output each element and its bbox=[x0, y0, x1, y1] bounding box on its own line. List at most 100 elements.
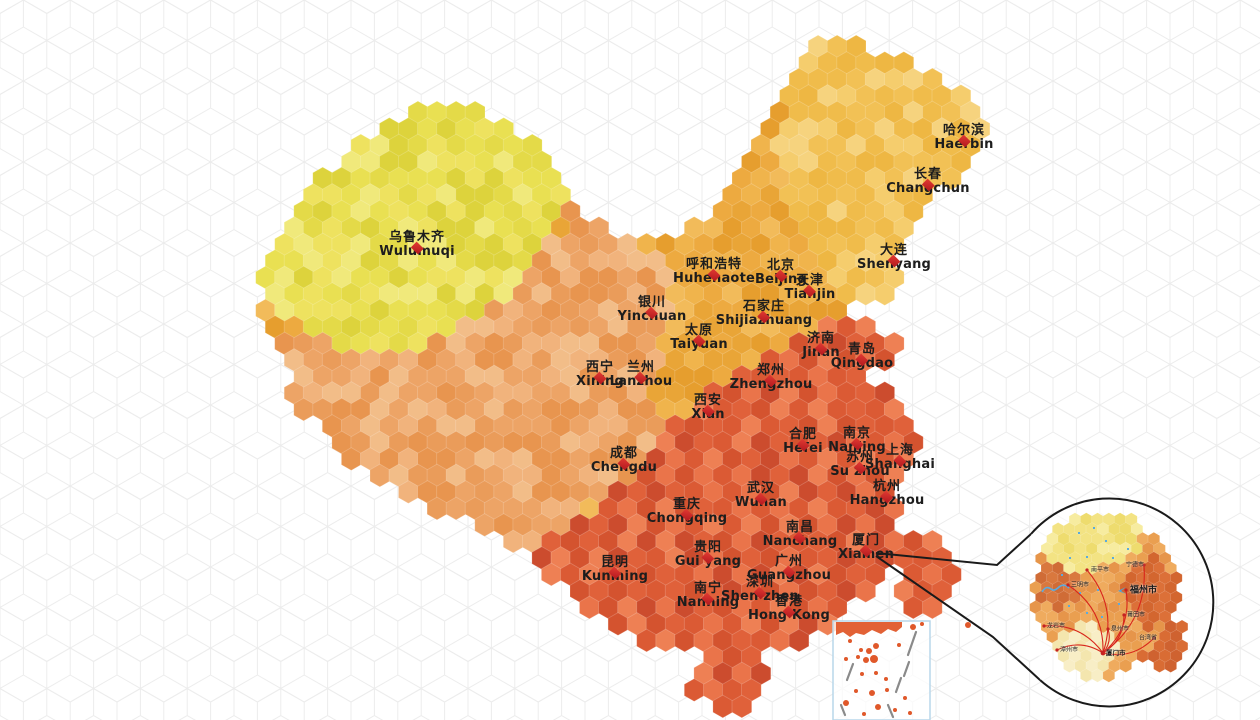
city-label-shenyang: 大连Shenyang bbox=[857, 243, 931, 272]
city-name-cn: 哈尔滨 bbox=[942, 123, 985, 138]
inset-city-label: 龙岩市 bbox=[1047, 622, 1066, 630]
city-label-shijiazhuang: 石家庄Shijiazhuang bbox=[716, 299, 813, 328]
flight-line bbox=[1086, 569, 1109, 654]
city-name-cn: 杭州 bbox=[872, 479, 902, 494]
city-name-cn: 天津 bbox=[795, 273, 825, 288]
city-name-cn: 南昌 bbox=[785, 520, 814, 535]
city-name-cn: 太原 bbox=[684, 323, 714, 338]
water-dot bbox=[1086, 556, 1088, 558]
city-label-tianjin: 天津Tianjin bbox=[785, 273, 836, 302]
city-name-cn: 银川 bbox=[637, 295, 666, 310]
city-name-cn: 南京 bbox=[842, 426, 871, 441]
city-name-cn: 大连 bbox=[879, 243, 909, 258]
city-name-cn: 石家庄 bbox=[742, 299, 786, 314]
city-name-cn: 西安 bbox=[693, 393, 722, 408]
city-name-cn: 贵阳 bbox=[693, 540, 723, 555]
city-name-cn: 长春 bbox=[913, 167, 942, 182]
flight-line bbox=[1102, 614, 1125, 654]
inset-city-label: 漳州市 bbox=[1060, 646, 1079, 654]
city-name-cn: 重庆 bbox=[672, 497, 702, 512]
city-label-lanzhou: 兰州Lanzhou bbox=[610, 360, 673, 389]
city-label-kunming: 昆明Kunming bbox=[582, 555, 648, 584]
water-dot bbox=[1118, 603, 1120, 605]
inset-city-label: 莆田市 bbox=[1127, 611, 1146, 619]
city-label-nanning: 南宁Nanning bbox=[677, 581, 740, 610]
inset-city-dot bbox=[1122, 613, 1126, 617]
city-label-chengdu: 成都Chengdu bbox=[591, 446, 657, 475]
inset-city-dot bbox=[1085, 568, 1089, 572]
city-name-cn: 厦门 bbox=[851, 533, 881, 548]
city-name-cn: 西宁 bbox=[585, 360, 615, 375]
inset-city-dot bbox=[1106, 627, 1110, 631]
inset-city-label: 三明市 bbox=[1071, 581, 1090, 589]
inset-city-dot bbox=[1142, 563, 1146, 567]
water-dot bbox=[1097, 589, 1099, 591]
city-label-beijing: 北京Beijing bbox=[755, 258, 807, 287]
city-label-hangzhou: 杭州Hangzhou bbox=[850, 479, 925, 508]
water-dot bbox=[1105, 540, 1107, 542]
water-dot bbox=[1093, 527, 1095, 529]
city-label-xian: 西安Xian bbox=[691, 393, 724, 422]
city-label-shanghai: 上海Shanghai bbox=[865, 443, 935, 472]
inset-city-label: 福州市 bbox=[1130, 585, 1158, 596]
city-name-cn: 兰州 bbox=[626, 360, 655, 375]
city-name-cn: 呼和浩特 bbox=[685, 257, 742, 272]
city-name-cn: 北京 bbox=[766, 258, 795, 273]
city-label-haerbin: 哈尔滨Haerbin bbox=[934, 123, 993, 152]
inset-city-label: 宁德市 bbox=[1126, 561, 1145, 569]
water-dot bbox=[1086, 612, 1088, 614]
south-china-sea-inset bbox=[832, 620, 971, 720]
city-name-cn: 郑州 bbox=[756, 363, 785, 378]
city-label-changchun: 长春Changchun bbox=[886, 167, 969, 196]
city-name-cn: 合肥 bbox=[788, 427, 818, 442]
city-name-cn: 济南 bbox=[806, 331, 836, 346]
city-label-gui-yang: 贵阳 Gui yang bbox=[675, 540, 741, 569]
fujian-inset-map bbox=[1029, 512, 1189, 683]
city-label-xiamen: 厦门Xiamen bbox=[838, 533, 894, 562]
city-label-su-zhou: 苏州 Su zhou bbox=[830, 450, 890, 479]
city-name-cn: 上海 bbox=[885, 443, 915, 458]
city-name-cn: 成都 bbox=[609, 446, 639, 461]
city-label-hefei: 合肥Hefei bbox=[783, 427, 823, 456]
city-label-nanchang: 南昌Nanchang bbox=[763, 520, 838, 549]
inset-city-dot bbox=[1124, 588, 1128, 592]
city-name-cn: 乌鲁木齐 bbox=[388, 230, 445, 245]
water-dot bbox=[1078, 532, 1080, 534]
inset-city-dot bbox=[1066, 583, 1070, 587]
city-label-xining: 西宁Xining bbox=[576, 360, 624, 389]
city-name-cn: 香港 bbox=[774, 594, 804, 609]
water-dot bbox=[1061, 574, 1063, 576]
inset-city-label: 泉州市 bbox=[1111, 625, 1130, 633]
city-label-wuhan: 武汉Wuhan bbox=[735, 481, 787, 510]
water-dot bbox=[1127, 548, 1129, 550]
city-label-yinchuan: 银川Yinchuan bbox=[618, 295, 687, 324]
city-label-jinan: 济南Jinan bbox=[802, 331, 840, 360]
city-name-cn: 青岛 bbox=[847, 342, 877, 357]
flight-line bbox=[1067, 584, 1104, 654]
inset-city-dot bbox=[1042, 624, 1046, 628]
city-label-hong-kong: 香港 Hong Kong bbox=[748, 594, 830, 623]
city-name-cn: 武汉 bbox=[746, 481, 776, 496]
water-dot bbox=[1079, 592, 1081, 594]
inset-city-label: 台湾省 bbox=[1139, 634, 1158, 642]
flight-line bbox=[1056, 644, 1104, 654]
city-label-guangzhou: 广州Guangzhou bbox=[747, 554, 831, 583]
water-dot bbox=[1069, 557, 1071, 559]
city-label-wulumuqi: 乌鲁木齐Wulumuqi bbox=[379, 230, 454, 259]
airplane-icon bbox=[1118, 587, 1126, 594]
water-dot bbox=[1068, 605, 1070, 607]
city-label-shen-zhen: 深圳 Shen zhen bbox=[721, 575, 799, 604]
city-name-cn: 南宁 bbox=[693, 581, 722, 596]
city-label-qingdao: 青岛Qingdao bbox=[831, 342, 893, 371]
city-label-huhehaote: 呼和浩特Huhehaote bbox=[673, 257, 755, 286]
city-name-cn: 深圳 bbox=[745, 575, 775, 590]
city-label-nanjing: 南京Nanjing bbox=[828, 426, 886, 455]
city-label-chongqing: 重庆Chongqing bbox=[647, 497, 727, 526]
city-name-cn: 昆明 bbox=[600, 555, 630, 570]
city-name-cn: 广州 bbox=[774, 554, 804, 569]
flight-line bbox=[1102, 637, 1155, 656]
inset-city-label: 南平市 bbox=[1091, 566, 1110, 574]
city-name-cn: 苏州 bbox=[845, 450, 874, 465]
